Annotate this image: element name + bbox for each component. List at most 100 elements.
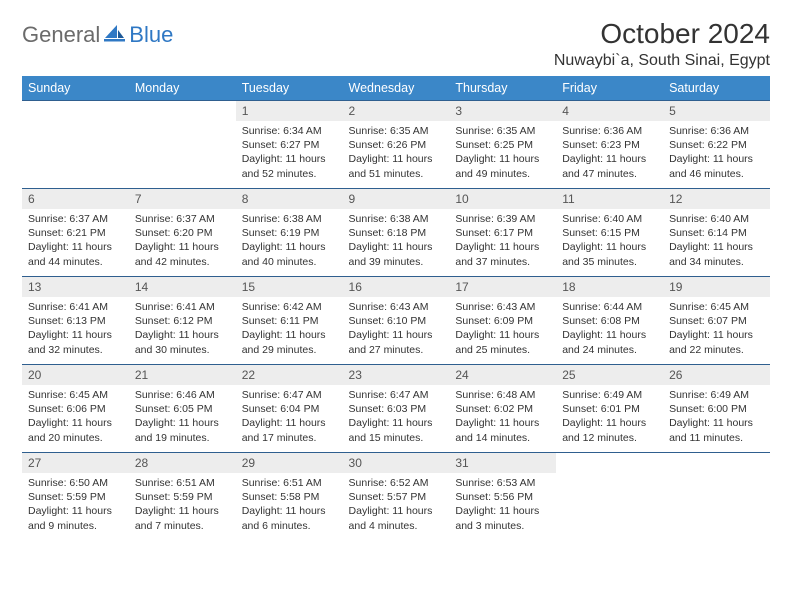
sunset-line: Sunset: 5:59 PM [28, 490, 123, 504]
day-details: Sunrise: 6:43 AMSunset: 6:10 PMDaylight:… [343, 297, 450, 363]
empty-day [556, 453, 663, 473]
brand-part2: Blue [129, 22, 173, 48]
empty-day [129, 101, 236, 121]
daylight-line: Daylight: 11 hours and 11 minutes. [669, 416, 764, 444]
day-details: Sunrise: 6:44 AMSunset: 6:08 PMDaylight:… [556, 297, 663, 363]
sunset-line: Sunset: 6:26 PM [349, 138, 444, 152]
sunrise-line: Sunrise: 6:38 AM [349, 212, 444, 226]
calendar-cell: 23Sunrise: 6:47 AMSunset: 6:03 PMDayligh… [343, 365, 450, 453]
sunset-line: Sunset: 6:04 PM [242, 402, 337, 416]
day-details: Sunrise: 6:49 AMSunset: 6:01 PMDaylight:… [556, 385, 663, 451]
calendar-cell: 5Sunrise: 6:36 AMSunset: 6:22 PMDaylight… [663, 101, 770, 189]
sunset-line: Sunset: 6:02 PM [455, 402, 550, 416]
sunset-line: Sunset: 6:11 PM [242, 314, 337, 328]
daylight-line: Daylight: 11 hours and 7 minutes. [135, 504, 230, 532]
calendar-cell [556, 453, 663, 541]
calendar-cell: 17Sunrise: 6:43 AMSunset: 6:09 PMDayligh… [449, 277, 556, 365]
day-details: Sunrise: 6:36 AMSunset: 6:22 PMDaylight:… [663, 121, 770, 187]
sunrise-line: Sunrise: 6:45 AM [28, 388, 123, 402]
day-number: 24 [449, 365, 556, 385]
day-details: Sunrise: 6:41 AMSunset: 6:12 PMDaylight:… [129, 297, 236, 363]
sunrise-line: Sunrise: 6:42 AM [242, 300, 337, 314]
sunset-line: Sunset: 5:58 PM [242, 490, 337, 504]
calendar-row: 6Sunrise: 6:37 AMSunset: 6:21 PMDaylight… [22, 189, 770, 277]
day-number: 29 [236, 453, 343, 473]
calendar-cell: 12Sunrise: 6:40 AMSunset: 6:14 PMDayligh… [663, 189, 770, 277]
daylight-line: Daylight: 11 hours and 15 minutes. [349, 416, 444, 444]
calendar-cell: 30Sunrise: 6:52 AMSunset: 5:57 PMDayligh… [343, 453, 450, 541]
calendar-cell [663, 453, 770, 541]
sunrise-line: Sunrise: 6:40 AM [562, 212, 657, 226]
daylight-line: Daylight: 11 hours and 30 minutes. [135, 328, 230, 356]
day-details: Sunrise: 6:42 AMSunset: 6:11 PMDaylight:… [236, 297, 343, 363]
sunset-line: Sunset: 6:18 PM [349, 226, 444, 240]
calendar-row: 20Sunrise: 6:45 AMSunset: 6:06 PMDayligh… [22, 365, 770, 453]
sunrise-line: Sunrise: 6:50 AM [28, 476, 123, 490]
day-details: Sunrise: 6:43 AMSunset: 6:09 PMDaylight:… [449, 297, 556, 363]
sunset-line: Sunset: 6:03 PM [349, 402, 444, 416]
calendar-cell: 28Sunrise: 6:51 AMSunset: 5:59 PMDayligh… [129, 453, 236, 541]
day-details: Sunrise: 6:45 AMSunset: 6:07 PMDaylight:… [663, 297, 770, 363]
empty-day [663, 453, 770, 473]
day-details: Sunrise: 6:52 AMSunset: 5:57 PMDaylight:… [343, 473, 450, 539]
day-number: 9 [343, 189, 450, 209]
day-details: Sunrise: 6:47 AMSunset: 6:04 PMDaylight:… [236, 385, 343, 451]
calendar-cell: 2Sunrise: 6:35 AMSunset: 6:26 PMDaylight… [343, 101, 450, 189]
day-number: 23 [343, 365, 450, 385]
sunrise-line: Sunrise: 6:44 AM [562, 300, 657, 314]
day-details: Sunrise: 6:46 AMSunset: 6:05 PMDaylight:… [129, 385, 236, 451]
weekday-header: Sunday [22, 76, 129, 101]
day-number: 8 [236, 189, 343, 209]
daylight-line: Daylight: 11 hours and 35 minutes. [562, 240, 657, 268]
calendar-cell: 11Sunrise: 6:40 AMSunset: 6:15 PMDayligh… [556, 189, 663, 277]
day-details: Sunrise: 6:38 AMSunset: 6:19 PMDaylight:… [236, 209, 343, 275]
daylight-line: Daylight: 11 hours and 46 minutes. [669, 152, 764, 180]
sunrise-line: Sunrise: 6:43 AM [349, 300, 444, 314]
day-details: Sunrise: 6:36 AMSunset: 6:23 PMDaylight:… [556, 121, 663, 187]
daylight-line: Daylight: 11 hours and 52 minutes. [242, 152, 337, 180]
sunset-line: Sunset: 6:17 PM [455, 226, 550, 240]
sunset-line: Sunset: 6:14 PM [669, 226, 764, 240]
weekday-header: Thursday [449, 76, 556, 101]
calendar-cell: 6Sunrise: 6:37 AMSunset: 6:21 PMDaylight… [22, 189, 129, 277]
sunset-line: Sunset: 6:10 PM [349, 314, 444, 328]
calendar-cell: 29Sunrise: 6:51 AMSunset: 5:58 PMDayligh… [236, 453, 343, 541]
brand-part1: General [22, 22, 100, 48]
day-details: Sunrise: 6:53 AMSunset: 5:56 PMDaylight:… [449, 473, 556, 539]
calendar-cell: 13Sunrise: 6:41 AMSunset: 6:13 PMDayligh… [22, 277, 129, 365]
sail-icon [104, 24, 126, 47]
header: General Blue October 2024 Nuwaybi`a, Sou… [22, 18, 770, 70]
daylight-line: Daylight: 11 hours and 12 minutes. [562, 416, 657, 444]
calendar-row: 27Sunrise: 6:50 AMSunset: 5:59 PMDayligh… [22, 453, 770, 541]
calendar-cell: 10Sunrise: 6:39 AMSunset: 6:17 PMDayligh… [449, 189, 556, 277]
day-number: 14 [129, 277, 236, 297]
day-details: Sunrise: 6:40 AMSunset: 6:14 PMDaylight:… [663, 209, 770, 275]
sunrise-line: Sunrise: 6:53 AM [455, 476, 550, 490]
title-block: October 2024 Nuwaybi`a, South Sinai, Egy… [554, 18, 770, 70]
calendar-table: SundayMondayTuesdayWednesdayThursdayFrid… [22, 76, 770, 541]
sunrise-line: Sunrise: 6:37 AM [135, 212, 230, 226]
sunrise-line: Sunrise: 6:51 AM [242, 476, 337, 490]
weekday-header: Monday [129, 76, 236, 101]
day-number: 4 [556, 101, 663, 121]
sunset-line: Sunset: 6:07 PM [669, 314, 764, 328]
day-details: Sunrise: 6:37 AMSunset: 6:20 PMDaylight:… [129, 209, 236, 275]
calendar-cell: 9 Sunrise: 6:38 AMSunset: 6:18 PMDaylight… [343, 189, 450, 277]
day-number: 10 [449, 189, 556, 209]
calendar-cell: 16Sunrise: 6:43 AMSunset: 6:10 PMDayligh… [343, 277, 450, 365]
day-number: 5 [663, 101, 770, 121]
calendar-row: 13Sunrise: 6:41 AMSunset: 6:13 PMDayligh… [22, 277, 770, 365]
day-details: Sunrise: 6:47 AMSunset: 6:03 PMDaylight:… [343, 385, 450, 451]
calendar-cell: 20Sunrise: 6:45 AMSunset: 6:06 PMDayligh… [22, 365, 129, 453]
sunrise-line: Sunrise: 6:36 AM [562, 124, 657, 138]
daylight-line: Daylight: 11 hours and 39 minutes. [349, 240, 444, 268]
sunrise-line: Sunrise: 6:47 AM [349, 388, 444, 402]
day-details: Sunrise: 6:39 AMSunset: 6:17 PMDaylight:… [449, 209, 556, 275]
calendar-row: 1Sunrise: 6:34 AMSunset: 6:27 PMDaylight… [22, 101, 770, 189]
day-number: 3 [449, 101, 556, 121]
calendar-cell: 31Sunrise: 6:53 AMSunset: 5:56 PMDayligh… [449, 453, 556, 541]
sunrise-line: Sunrise: 6:35 AM [455, 124, 550, 138]
weekday-header: Saturday [663, 76, 770, 101]
daylight-line: Daylight: 11 hours and 14 minutes. [455, 416, 550, 444]
day-details: Sunrise: 6:49 AMSunset: 6:00 PMDaylight:… [663, 385, 770, 451]
